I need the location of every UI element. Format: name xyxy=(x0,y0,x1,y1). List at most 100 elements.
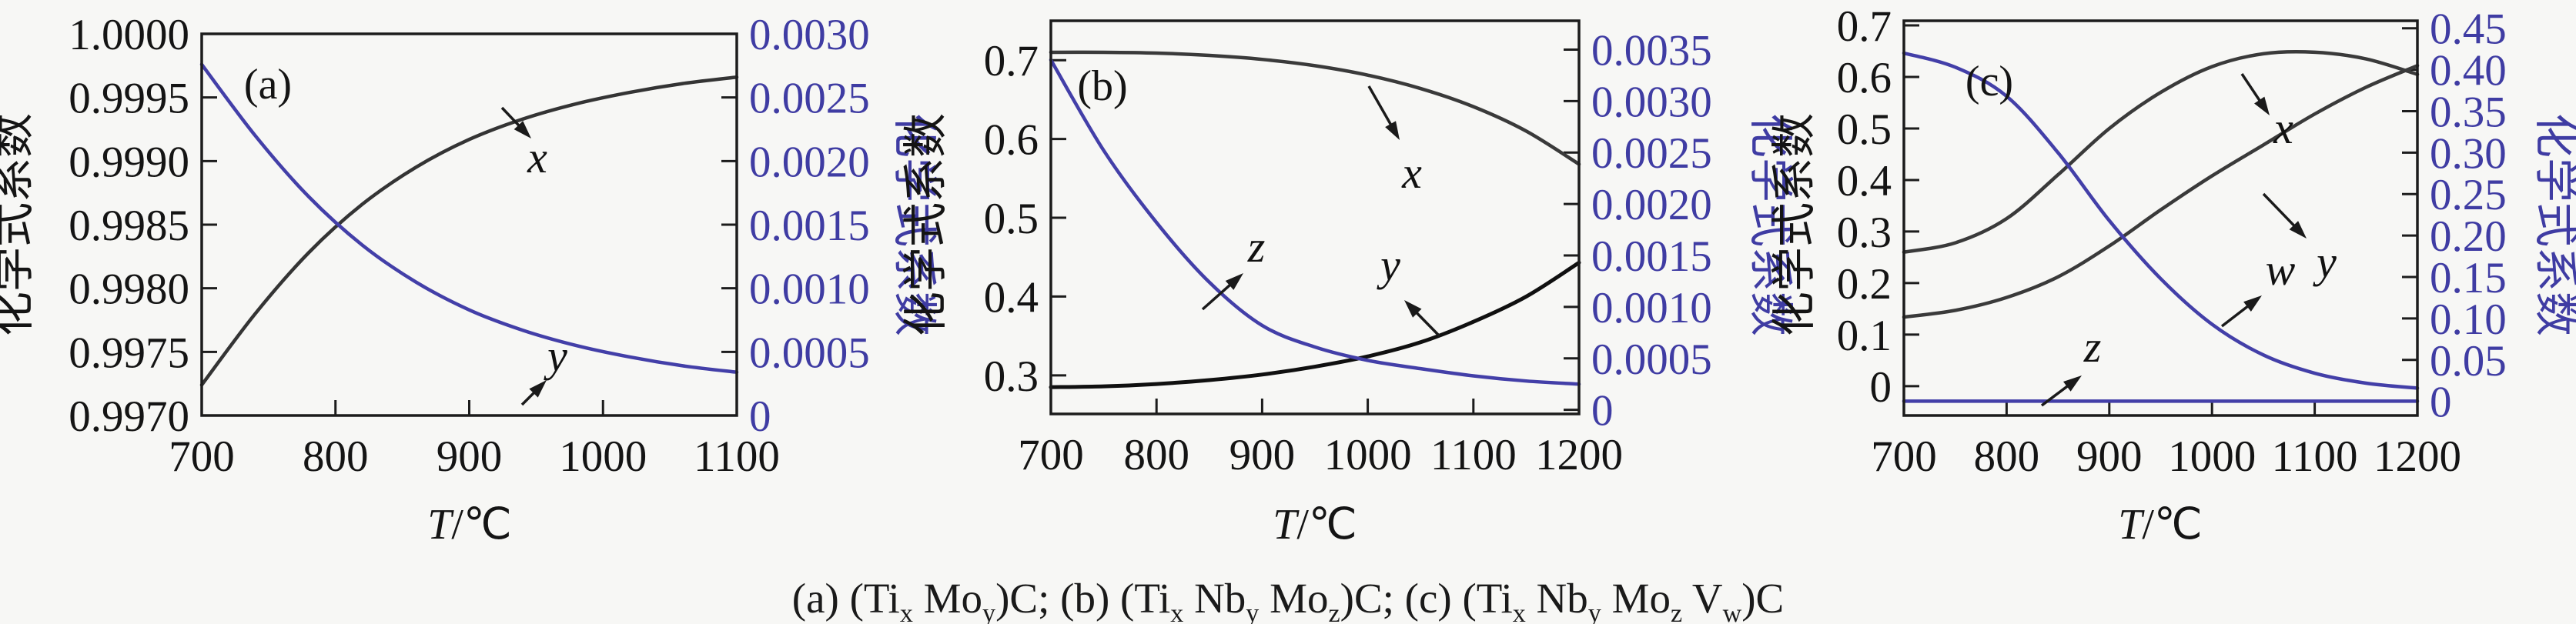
plot-frame xyxy=(1049,19,1581,415)
right-tick-label: 0.0030 xyxy=(749,11,870,59)
left-tick-label: 0.3 xyxy=(1837,209,1892,257)
right-tick-label: 0 xyxy=(2430,379,2452,427)
annotation-arrow-head xyxy=(1225,273,1243,290)
series-curve-x xyxy=(1902,49,2420,254)
annotation-arrow-line xyxy=(1367,85,1393,126)
caption-subscript: z xyxy=(1328,599,1340,624)
x-tick-label: 800 xyxy=(303,432,369,481)
caption-text: Nb xyxy=(1183,575,1246,622)
right-axis-title: 化学式系数 xyxy=(2530,113,2576,336)
annotation-arrow-line xyxy=(1415,311,1441,338)
plot-frame xyxy=(200,32,738,417)
annotation-arrow-line xyxy=(500,106,521,128)
right-tick-label: 0.0015 xyxy=(1591,232,1712,281)
right-tick-label: 0.0030 xyxy=(1591,78,1712,126)
left-axis-title: 化学式系数 xyxy=(899,113,952,336)
panel-b: 700 800 900 1000 1100 12000.30.40.50.60.700.0… xyxy=(899,19,1797,549)
x-tick-label: 900 xyxy=(2076,432,2143,481)
right-tick-label: 0.0020 xyxy=(749,138,870,186)
left-axis-title: 化学式系数 xyxy=(1768,113,1820,336)
caption-text: Mo xyxy=(1601,575,1671,622)
right-axis-title: 化学式系数 xyxy=(1745,113,1797,336)
right-tick-label: 0.05 xyxy=(2430,337,2507,385)
left-tick-label: 0.3 xyxy=(984,352,1039,401)
right-tick-label: 0.0025 xyxy=(1591,129,1712,178)
series-curve-y xyxy=(199,62,739,375)
left-tick-label: 0.9970 xyxy=(69,392,189,441)
x-tick-label: 1000 xyxy=(2168,432,2256,481)
x-tick-label: 1200 xyxy=(2374,432,2461,481)
x-tick-label: 1100 xyxy=(694,432,780,481)
left-tick-label: 1.0000 xyxy=(69,11,189,59)
annotation-arrow-line xyxy=(2220,305,2250,328)
left-tick-label: 0.9975 xyxy=(69,329,189,377)
annotation-arrow-line xyxy=(2040,384,2069,407)
x-tick-label: 1000 xyxy=(1324,431,1412,479)
panel-a: 700 800 900 1000 1100 0.9970 0.9975 0.9980 0.998… xyxy=(0,11,941,549)
x-axis-title: T/℃ xyxy=(2118,501,2203,549)
right-tick-label: 0.15 xyxy=(2430,254,2507,302)
annotation-arrow-line xyxy=(2240,73,2262,102)
caption-text: V xyxy=(1682,575,1723,622)
caption-text: )C xyxy=(1741,575,1785,622)
annotation-label-z: z xyxy=(1247,222,1266,272)
right-tick-label: 0.10 xyxy=(2430,295,2507,344)
right-tick-label: 0.40 xyxy=(2430,47,2507,95)
annotation-label-x: x xyxy=(1401,148,1422,198)
right-tick-label: 0.30 xyxy=(2430,129,2507,178)
right-tick-label: 0.25 xyxy=(2430,171,2507,219)
annotation-arrow-head xyxy=(2254,96,2270,115)
right-tick-label: 0.0020 xyxy=(1591,181,1712,229)
right-tick-label: 0.35 xyxy=(2430,88,2507,136)
series-curve-x xyxy=(1049,50,1581,166)
right-tick-label: 0.0015 xyxy=(749,202,870,250)
caption-text: (a) (Ti xyxy=(791,575,900,622)
caption-subscript: y xyxy=(1246,599,1260,624)
x-tick-label: 800 xyxy=(1123,431,1189,479)
caption-subscript: x xyxy=(899,599,913,624)
x-tick-label: 1100 xyxy=(2272,432,2358,481)
x-tick-label: 900 xyxy=(1229,431,1296,479)
x-tick-label: 700 xyxy=(169,432,235,481)
annotation-arrow-head xyxy=(2063,375,2082,392)
series-curve-y xyxy=(1902,64,2420,319)
panel-letter-a: (a) xyxy=(244,61,292,108)
left-tick-label: 0.6 xyxy=(984,116,1039,165)
left-tick-label: 0.9985 xyxy=(69,202,189,250)
series-curve-y xyxy=(1049,260,1581,389)
left-tick-label: 0.7 xyxy=(984,37,1039,85)
right-tick-label: 0.0010 xyxy=(1591,284,1712,332)
caption-subscript: x xyxy=(1512,599,1526,624)
annotation-label-z: z xyxy=(2083,322,2102,372)
x-tick-label: 800 xyxy=(1974,432,2040,481)
series-curve-w xyxy=(1902,51,2420,390)
right-axis-title: 化学式系数 xyxy=(888,113,941,336)
annotation-label-y: y xyxy=(1377,240,1400,290)
left-tick-label: 0.9990 xyxy=(69,138,189,186)
panel-letter-b: (b) xyxy=(1077,62,1127,110)
annotation-arrow-head xyxy=(2243,295,2262,312)
right-tick-label: 0.45 xyxy=(2430,5,2507,54)
annotation-label-x: x xyxy=(527,132,547,182)
caption-subscript: z xyxy=(1670,599,1683,624)
x-tick-label: 900 xyxy=(437,432,503,481)
annotation-label-y: y xyxy=(2313,237,2337,287)
annotation-arrow-head xyxy=(1385,121,1400,140)
right-tick-label: 0.0025 xyxy=(749,75,870,123)
left-tick-label: 0 xyxy=(1870,363,1892,412)
left-axis-title: 化学式系数 xyxy=(0,113,38,336)
left-tick-label: 0.9980 xyxy=(69,265,189,314)
left-tick-label: 0.2 xyxy=(1837,260,1892,309)
left-tick-label: 0.6 xyxy=(1837,54,1892,102)
annotation-arrow-line xyxy=(1201,283,1232,311)
x-tick-label: 1100 xyxy=(1430,431,1517,479)
left-tick-label: 0.4 xyxy=(984,273,1039,322)
x-axis-title: T/℃ xyxy=(1273,501,1357,549)
right-tick-label: 0 xyxy=(1591,387,1614,435)
right-tick-label: 0.0035 xyxy=(1591,26,1712,75)
left-tick-label: 0.5 xyxy=(984,195,1039,243)
panel-letter-c: (c) xyxy=(1965,58,2013,105)
caption-subscript: y xyxy=(982,599,996,624)
